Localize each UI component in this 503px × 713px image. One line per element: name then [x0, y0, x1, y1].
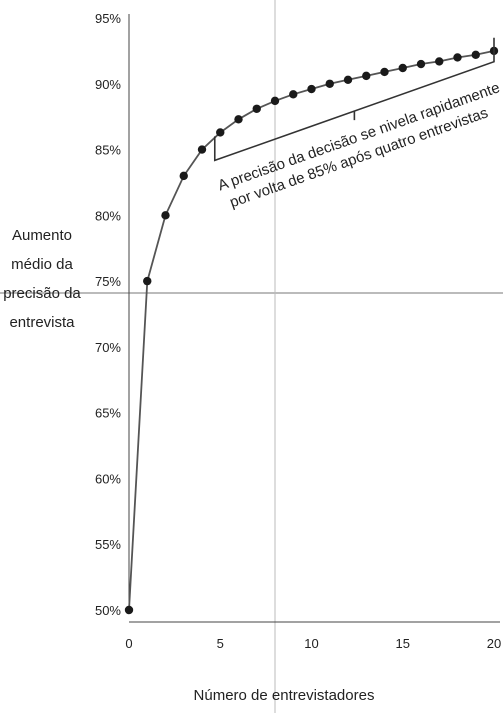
annotation-text-line: A precisão da decisão se nivela rapidame…: [216, 79, 502, 194]
y-tick-label: 65%: [95, 406, 121, 421]
data-point: [398, 63, 407, 73]
annotation: A precisão da decisão se nivela rapidame…: [213, 37, 502, 211]
y-tick-label: 95%: [95, 11, 121, 26]
data-point: [416, 59, 426, 69]
x-tick-labels: 0 5 10 15 20: [125, 636, 501, 651]
data-point: [216, 128, 225, 137]
x-tick-label: 20: [487, 636, 501, 651]
data-point: [252, 104, 261, 113]
data-point: [362, 71, 371, 81]
axes: [128, 14, 500, 623]
y-tick-labels: 50% 55% 60% 65% 70% 75% 80% 85% 90% 95%: [95, 11, 121, 618]
data-point: [197, 145, 207, 154]
y-tick-label: 80%: [95, 208, 121, 223]
x-tick-label: 5: [217, 636, 224, 651]
x-tick-label: 0: [125, 636, 132, 651]
y-tick-label: 75%: [95, 274, 121, 289]
y-tick-label: 85%: [95, 143, 121, 158]
y-axis-label: Aumento médio da precisão da entrevista: [3, 227, 81, 331]
data-point: [471, 50, 480, 60]
data-point: [234, 115, 243, 124]
data-point: [453, 53, 462, 62]
data-point: [179, 171, 188, 181]
data-point: [343, 75, 353, 85]
data-point: [270, 96, 280, 106]
x-tick-label: 10: [304, 636, 318, 651]
data-point: [161, 211, 170, 220]
data-point: [307, 84, 316, 94]
y-axis-label-line: precisão da: [3, 285, 81, 302]
annotation-text-line: por volta de 85% após quatro entrevistas: [228, 104, 491, 211]
data-point: [325, 79, 334, 88]
data-point: [380, 67, 389, 77]
annotation-bracket: [213, 37, 495, 162]
data-point: [124, 605, 134, 615]
y-tick-label: 50%: [95, 603, 121, 618]
data-point: [143, 276, 152, 286]
y-tick-label: 60%: [95, 471, 121, 486]
y-tick-label: 90%: [95, 77, 121, 92]
x-axis-label: Número de entrevistadores: [194, 687, 375, 704]
data-point: [289, 90, 298, 99]
series: [124, 46, 499, 615]
y-axis-label-line: Aumento: [12, 227, 72, 244]
y-axis-label-line: entrevista: [9, 314, 75, 331]
y-axis-label-line: médio da: [11, 256, 73, 273]
data-point: [435, 57, 444, 66]
x-tick-label: 15: [396, 636, 410, 651]
y-tick-label: 70%: [95, 340, 121, 355]
y-tick-label: 55%: [95, 537, 121, 552]
